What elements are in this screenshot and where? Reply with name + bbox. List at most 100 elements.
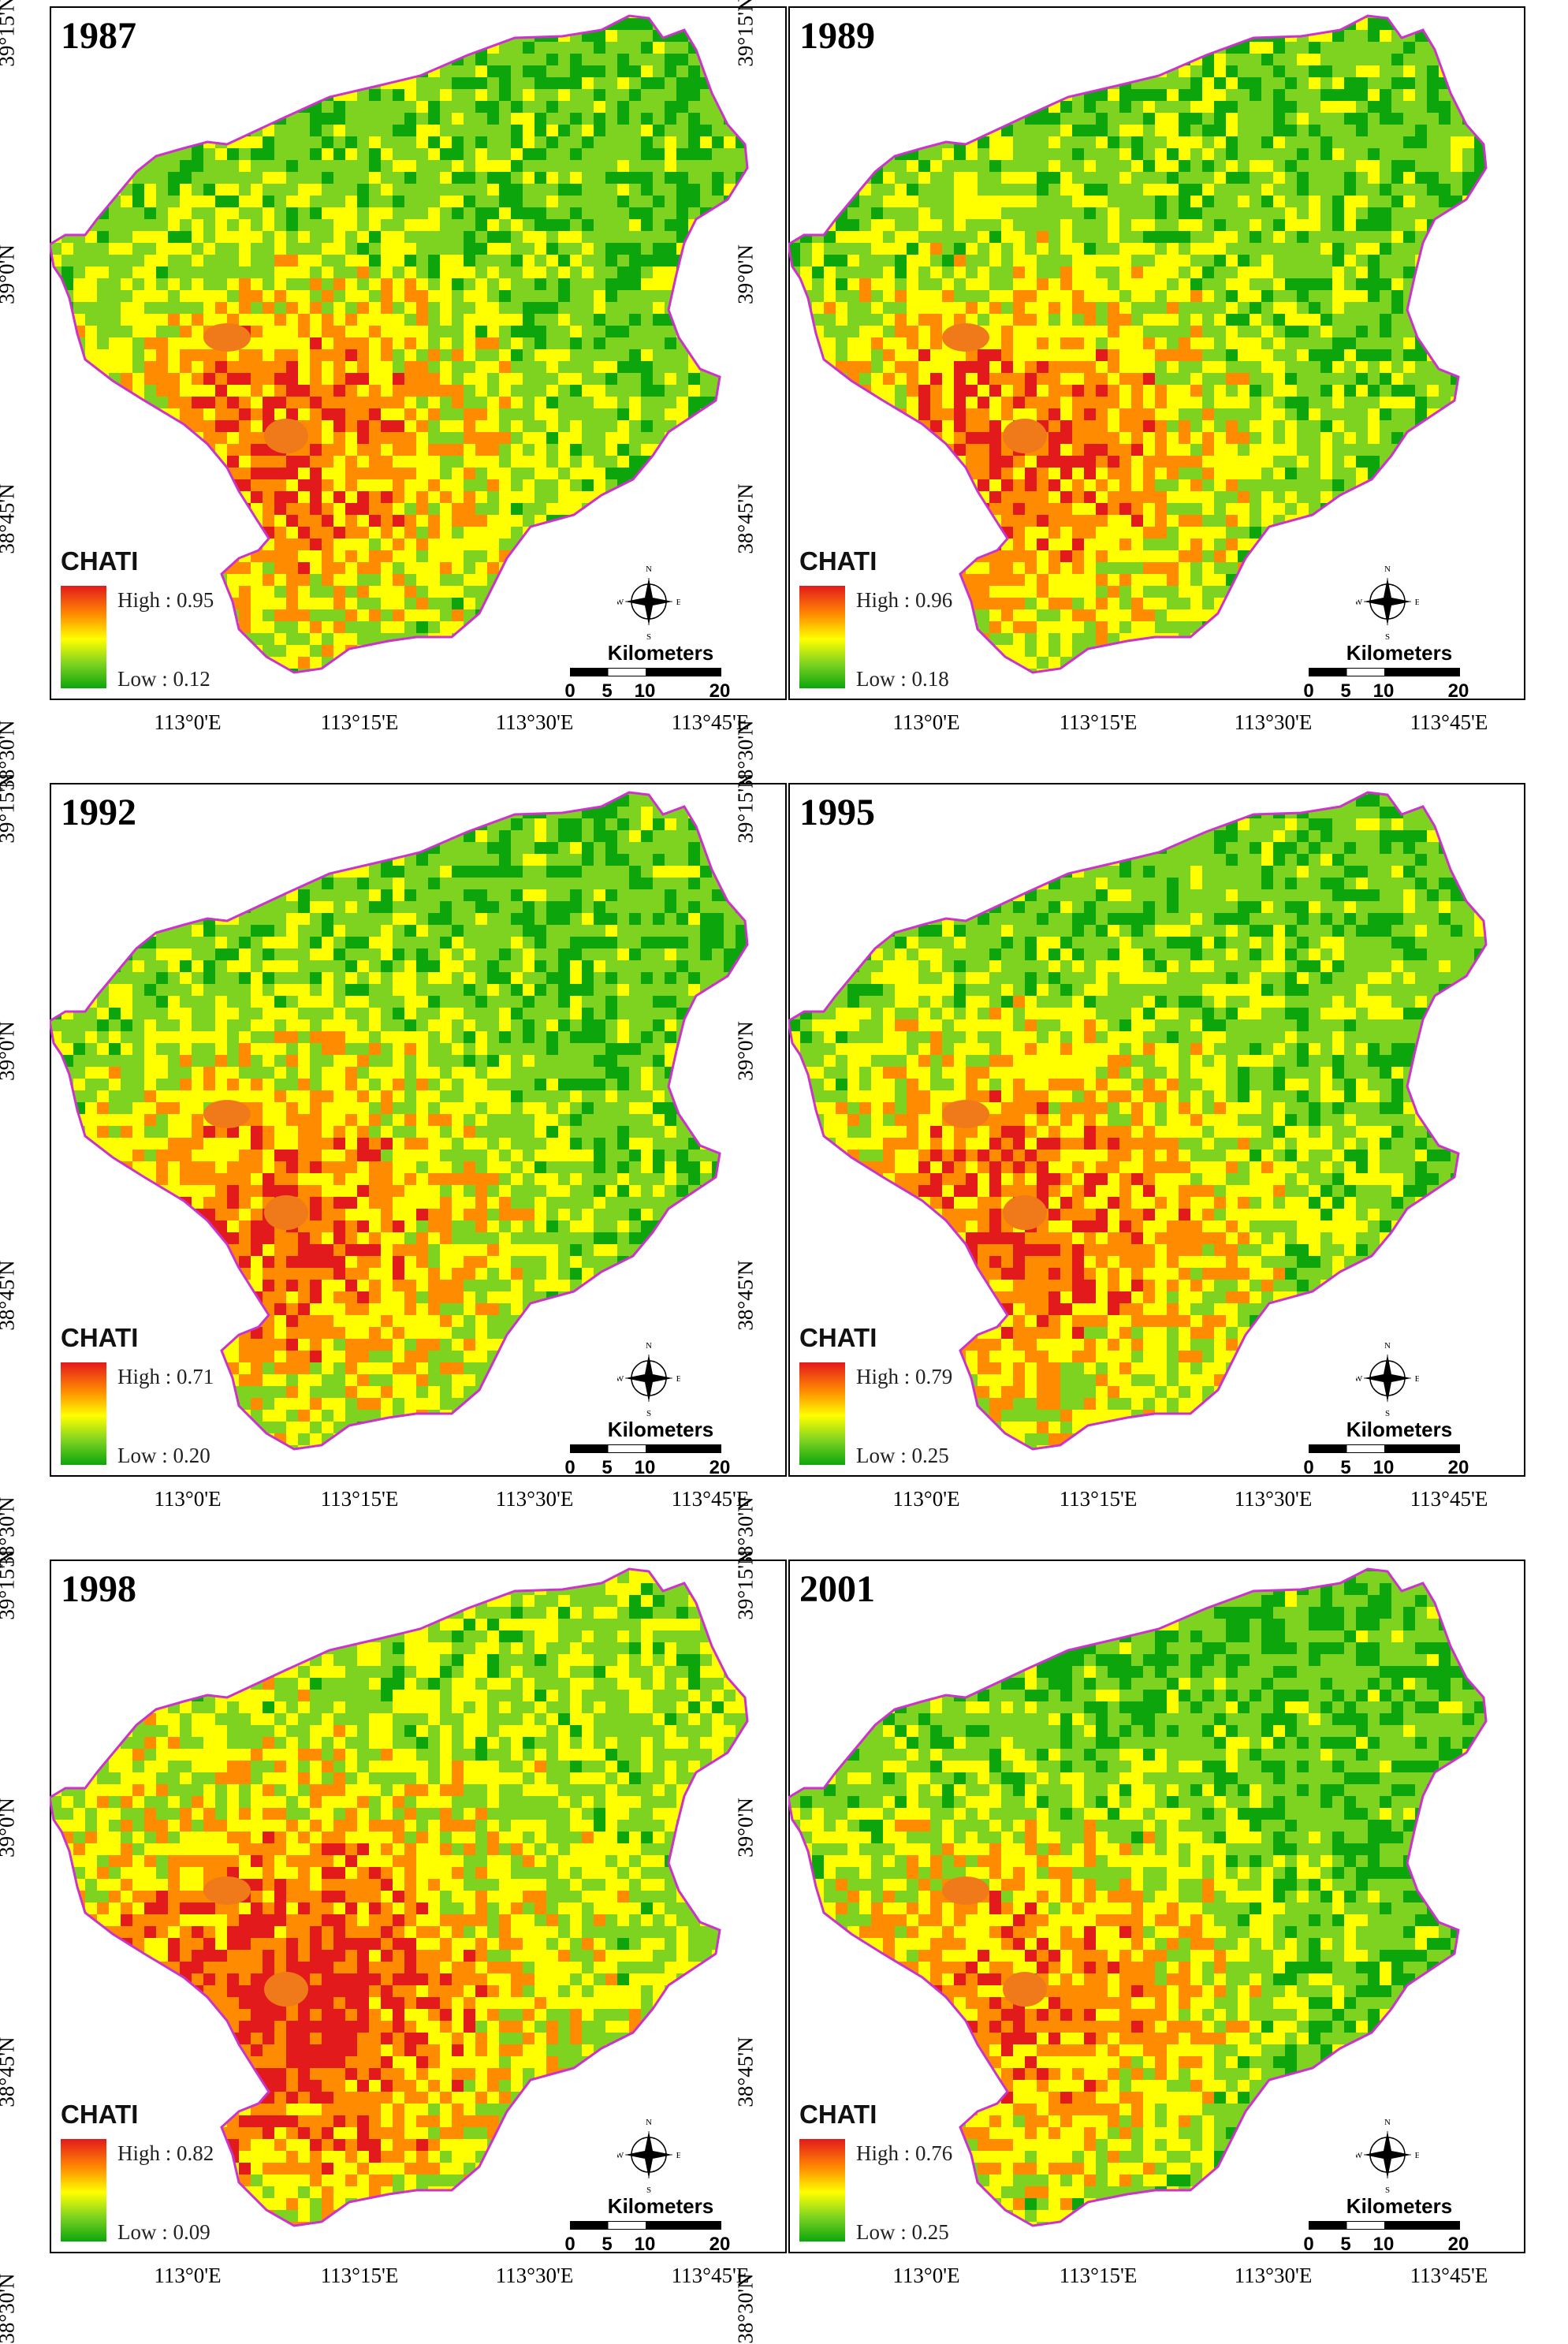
scale-bar-segments [570, 1444, 721, 1453]
scale-bar-title: Kilometers [562, 1418, 759, 1442]
compass-letter-s: S [646, 632, 651, 641]
scale-bar-tick-label: 0 [564, 1457, 575, 1479]
scale-bar-segments [1309, 1444, 1460, 1453]
longitude-label: 113°30'E [496, 710, 574, 735]
scale-bar-tick-label: 20 [1448, 680, 1469, 702]
legend-title: CHATI [61, 546, 138, 576]
legend-color-ramp [61, 586, 106, 688]
latitude-label-text: 39°15'N [734, 773, 758, 843]
longitude-label: 113°45'E [1410, 1487, 1488, 1511]
scale-bar-title: Kilometers [562, 641, 759, 665]
compass-letter-n: N [646, 1341, 652, 1351]
legend-low-value: Low : 0.20 [117, 1444, 210, 1468]
longitude-label: 113°15'E [321, 710, 399, 735]
legend-title: CHATI [61, 1323, 138, 1353]
latitude-label-text: 38°45'N [0, 483, 20, 553]
legend-high-value: High : 0.71 [117, 1365, 214, 1389]
legend-high-value: High : 0.76 [856, 2141, 952, 2166]
longitude-label: 113°15'E [1060, 710, 1138, 735]
compass-letter-w: W [617, 2151, 624, 2160]
longitude-label: 113°30'E [1235, 710, 1313, 735]
map-year-title: 1989 [799, 14, 875, 58]
legend-low-value: Low : 0.25 [856, 1444, 949, 1468]
scale-bar-title: Kilometers [1301, 641, 1498, 665]
scale-bar-tick-label: 10 [1373, 1457, 1395, 1479]
compass-letter-e: E [1415, 2151, 1419, 2160]
scale-bar-tick-label: 10 [635, 2234, 656, 2256]
compass-letter-e: E [1415, 1374, 1419, 1384]
longitude-label: 113°45'E [1410, 2264, 1488, 2288]
scale-bar-title: Kilometers [1301, 1418, 1498, 1442]
compass-letter-w: W [1356, 598, 1363, 607]
scale-bar-segments [570, 2221, 721, 2230]
scale-bar-tick-label: 20 [710, 2234, 731, 2256]
legend-high-value: High : 0.95 [117, 588, 214, 613]
compass-letter-e: E [676, 2151, 680, 2160]
compass-letter-e: E [676, 598, 680, 607]
scale-bar-tick-label: 10 [635, 680, 656, 702]
compass-letter-s: S [1385, 632, 1390, 641]
scale-bar-tick-label: 5 [1340, 2234, 1350, 2256]
scale-bar-tick-label: 5 [1340, 1457, 1350, 1479]
latitude-label-text: 38°30'N [0, 2273, 20, 2343]
legend-color-ramp [61, 2139, 106, 2242]
compass-letter-s: S [646, 2186, 651, 2194]
map-year-title: 1992 [61, 791, 136, 834]
longitude-label: 113°30'E [1235, 1487, 1313, 1511]
longitude-label: 113°15'E [321, 1487, 399, 1511]
legend-low-value: Low : 0.12 [117, 667, 210, 691]
map-year-title: 2001 [799, 1567, 875, 1611]
legend-color-ramp [61, 1362, 106, 1465]
longitude-label: 113°0'E [154, 710, 221, 735]
legend-high-value: High : 0.82 [117, 2141, 214, 2166]
latitude-label-text: 39°0'N [734, 1021, 758, 1081]
latitude-label-text: 39°15'N [0, 1549, 20, 1619]
latitude-label-text: 38°45'N [0, 2037, 20, 2107]
longitude-label: 113°15'E [321, 2264, 399, 2288]
scale-bar-tick-label: 0 [564, 2234, 575, 2256]
compass-letter-s: S [646, 1409, 651, 1418]
compass-letter-w: W [1356, 1374, 1363, 1384]
compass-letter-w: W [1356, 2151, 1363, 2160]
latitude-label-text: 39°0'N [0, 244, 20, 304]
scale-bar-tick-label: 0 [1303, 680, 1313, 702]
longitude-label: 113°0'E [892, 1487, 959, 1511]
scale-bar-tick-label: 20 [1448, 1457, 1469, 1479]
scale-bar-segments [1309, 668, 1460, 676]
legend-high-value: High : 0.79 [856, 1365, 952, 1389]
scale-bar-tick-label: 20 [710, 1457, 731, 1479]
latitude-label-text: 39°15'N [0, 773, 20, 843]
scale-bar-tick-label: 0 [564, 680, 575, 702]
longitude-label: 113°0'E [892, 710, 959, 735]
scale-bar-tick-label: 20 [1448, 2234, 1469, 2256]
latitude-label-text: 38°30'N [734, 2273, 758, 2343]
legend-high-value: High : 0.96 [856, 588, 952, 613]
compass-letter-s: S [1385, 1409, 1390, 1418]
latitude-label-text: 39°0'N [734, 1798, 758, 1858]
compass-letter-n: N [1384, 1341, 1391, 1351]
compass-letter-e: E [1415, 598, 1419, 607]
scale-bar-tick-label: 0 [1303, 2234, 1313, 2256]
legend-color-ramp [799, 1362, 845, 1465]
latitude-label-text: 38°45'N [734, 2037, 758, 2107]
longitude-label: 113°30'E [496, 1487, 574, 1511]
legend-title: CHATI [799, 546, 877, 576]
legend-color-ramp [799, 2139, 845, 2242]
longitude-label: 113°15'E [1060, 1487, 1138, 1511]
scale-bar-segments [570, 668, 721, 676]
legend-color-ramp [799, 586, 845, 688]
latitude-label-text: 39°0'N [0, 1021, 20, 1081]
